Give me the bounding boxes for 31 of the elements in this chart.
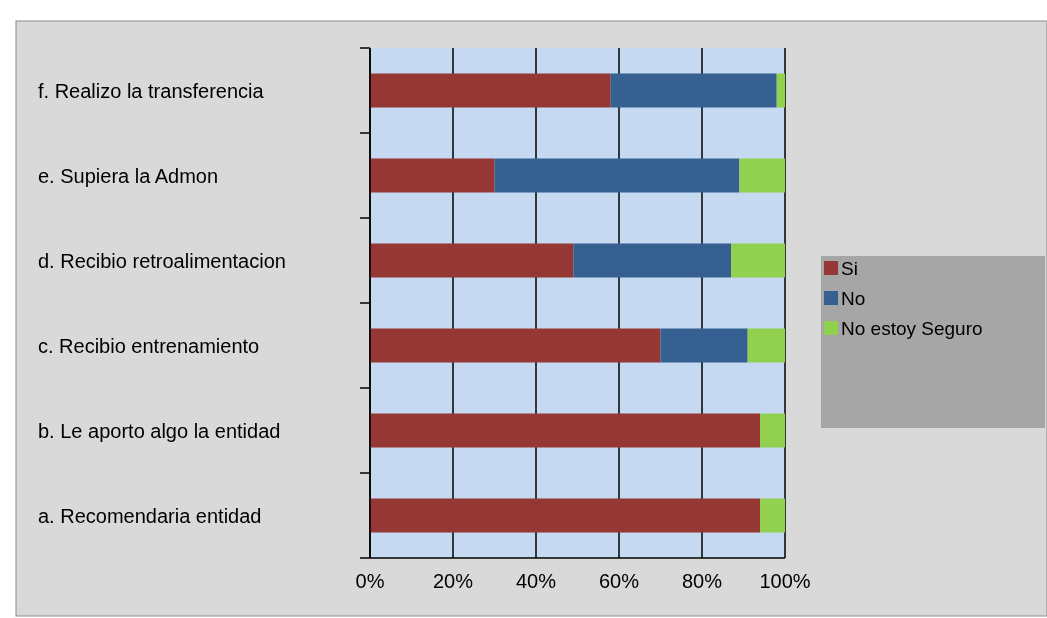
x-tick-label: 60% bbox=[598, 570, 640, 592]
legend-label: No bbox=[841, 287, 866, 309]
bar bbox=[370, 158, 495, 193]
y-tick-label: a. Recomendaria entidad bbox=[38, 504, 262, 527]
bar bbox=[760, 498, 785, 533]
bar bbox=[370, 243, 574, 278]
bar bbox=[573, 243, 732, 278]
bar bbox=[370, 328, 661, 363]
bar bbox=[370, 498, 761, 533]
y-tick-label: f. Realizo la transferencia bbox=[38, 79, 265, 102]
bar bbox=[610, 73, 777, 108]
legend-label: No estoy Seguro bbox=[841, 317, 983, 339]
x-tick-label: 80% bbox=[681, 570, 723, 592]
bar bbox=[739, 158, 785, 193]
y-tick-label: b. Le aporto algo la entidad bbox=[38, 419, 281, 442]
bar bbox=[731, 243, 785, 278]
x-tick-label: 40% bbox=[515, 570, 557, 592]
y-tick-label: c. Recibio entrenamiento bbox=[38, 334, 260, 357]
x-tick-label: 100% bbox=[759, 570, 811, 592]
bar bbox=[494, 158, 740, 193]
y-tick-label: e. Supiera la Admon bbox=[38, 164, 219, 187]
x-tick-label: 20% bbox=[432, 570, 474, 592]
bar bbox=[370, 413, 761, 448]
bar bbox=[660, 328, 748, 363]
bar bbox=[370, 73, 611, 108]
legend-label: Si bbox=[841, 257, 858, 279]
bar bbox=[747, 328, 785, 363]
y-tick-label: d. Recibio retroalimentacion bbox=[38, 249, 286, 272]
x-tick-label: 0% bbox=[355, 570, 385, 592]
bar bbox=[776, 73, 785, 108]
bar bbox=[760, 413, 785, 448]
